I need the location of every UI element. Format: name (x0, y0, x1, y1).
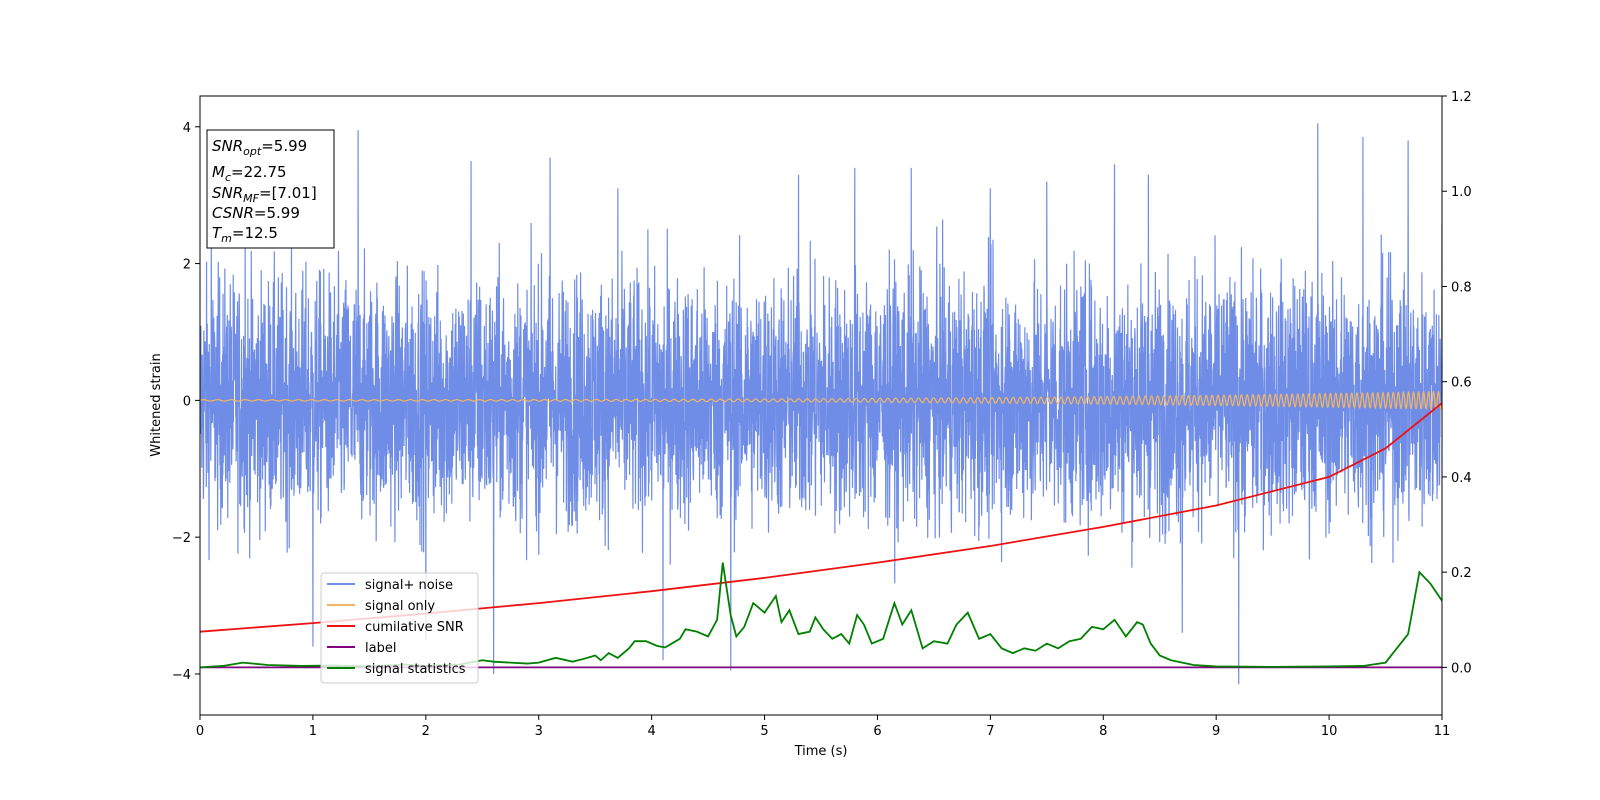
info-snr-opt: SNRopt=5.99 (212, 137, 307, 158)
x-tick-label: 3 (535, 724, 543, 739)
x-tick-label: 10 (1321, 724, 1338, 739)
y2-tick-label: 0.0 (1451, 661, 1472, 676)
series-signal-noise (200, 123, 1442, 685)
y-tick-label: −2 (172, 531, 191, 546)
series-signal-statistics (200, 562, 1442, 669)
legend-label: cumilative SNR (365, 620, 464, 635)
y-tick-label: −4 (172, 668, 191, 683)
x-tick-label: 11 (1434, 724, 1451, 739)
legend-entry: cumilative SNR (327, 620, 464, 635)
x-tick-label: 4 (647, 724, 655, 739)
legend-entry: label (327, 641, 396, 656)
x-tick-label: 6 (873, 724, 881, 739)
legend-entry: signal statistics (327, 662, 466, 677)
series-signal-only (200, 390, 1442, 411)
legend: signal+ noise signal only cumilative SNR la… (320, 572, 479, 684)
legend-entry: signal only (327, 599, 435, 614)
x-axis-label: Time (s) (794, 744, 848, 759)
y2-tick-label: 0.6 (1451, 376, 1472, 391)
y2-tick-label: 0.4 (1451, 471, 1472, 486)
y-tick-label: 2 (183, 258, 191, 273)
x-tick-label: 7 (986, 724, 994, 739)
info-csnr: CSNR=5.99 (212, 204, 300, 222)
y2-tick-label: 0.8 (1451, 280, 1472, 295)
info-box: SNRopt=5.99 Mc=22.75 SNRMF=[7.01] CSNR=5… (206, 129, 335, 249)
info-chirp-mass: Mc=22.75 (212, 163, 287, 184)
legend-label: signal only (365, 599, 435, 614)
x-tick-label: 8 (1099, 724, 1107, 739)
x-tick-label: 5 (760, 724, 768, 739)
x-tick-label: 9 (1212, 724, 1220, 739)
y-tick-label: 0 (183, 394, 191, 409)
x-tick-label: 2 (422, 724, 430, 739)
y2-tick-label: 1.0 (1451, 185, 1472, 200)
legend-label: signal statistics (365, 662, 466, 677)
info-tm: Tm=12.5 (212, 224, 278, 245)
ticks-layer: 0 1 2 3 4 5 6 7 8 9 10 11 4 2 0 −2 −4 1.2 1.0 0.8 0.6 0.4 0.2 0… (172, 90, 1472, 739)
info-box-frame (206, 129, 335, 249)
info-snr-mf: SNRMF=[7.01] (212, 184, 317, 205)
legend-frame (320, 572, 479, 684)
y-axis-label: Whitened strain (149, 353, 164, 456)
plot-frame (199, 95, 1443, 716)
y-tick-label: 4 (183, 121, 191, 136)
legend-label: label (365, 641, 396, 656)
x-tick-label: 0 (196, 724, 204, 739)
y2-tick-label: 0.2 (1451, 566, 1472, 581)
y2-tick-label: 1.2 (1451, 90, 1472, 105)
x-tick-label: 1 (309, 724, 317, 739)
legend-entries: signal+ noise signal only cumilative SNR la… (327, 578, 466, 677)
legend-entry: signal+ noise (327, 578, 453, 593)
legend-label: signal+ noise (365, 578, 453, 593)
